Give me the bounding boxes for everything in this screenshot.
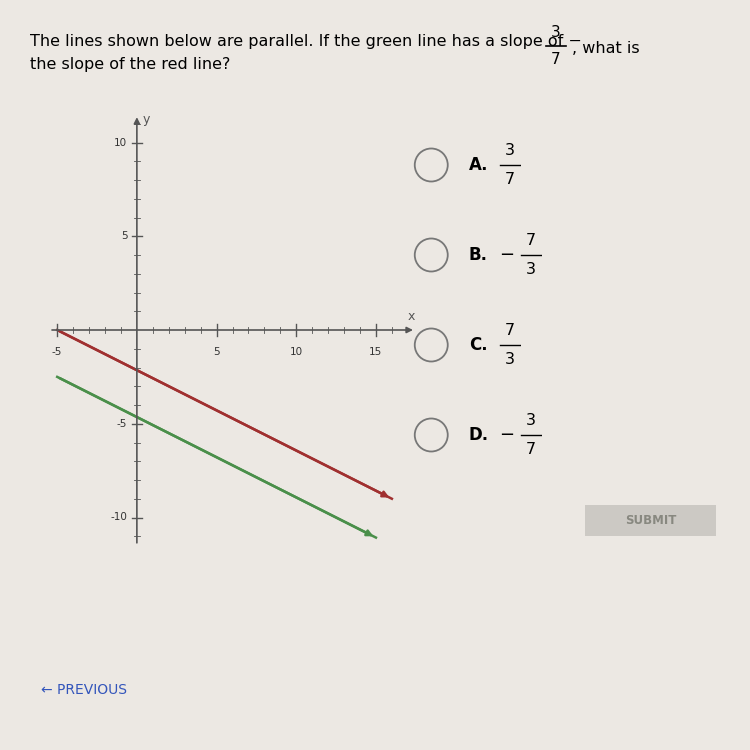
- Text: −: −: [499, 426, 514, 444]
- Text: C.: C.: [469, 336, 488, 354]
- Text: , what is: , what is: [572, 41, 639, 56]
- Text: 5: 5: [213, 346, 220, 357]
- Text: 15: 15: [369, 346, 382, 357]
- Text: 3: 3: [526, 262, 536, 277]
- Text: -5: -5: [52, 346, 62, 357]
- Text: 7: 7: [526, 442, 536, 457]
- Text: B.: B.: [469, 246, 488, 264]
- Text: A.: A.: [469, 156, 488, 174]
- Text: -10: -10: [110, 512, 128, 523]
- Text: D.: D.: [469, 426, 489, 444]
- Text: −: −: [499, 246, 514, 264]
- Text: y: y: [142, 113, 150, 127]
- Text: 10: 10: [290, 346, 303, 357]
- Text: SUBMIT: SUBMIT: [625, 514, 676, 527]
- Text: 3: 3: [526, 413, 536, 428]
- Text: -5: -5: [117, 419, 128, 429]
- Text: The lines shown below are parallel. If the green line has a slope of −: The lines shown below are parallel. If t…: [30, 34, 582, 49]
- Text: 3: 3: [550, 25, 560, 40]
- Text: 7: 7: [551, 52, 560, 67]
- Text: ← PREVIOUS: ← PREVIOUS: [41, 683, 128, 697]
- Text: 7: 7: [505, 323, 515, 338]
- Text: 3: 3: [505, 143, 515, 158]
- Text: 7: 7: [526, 233, 536, 248]
- Text: 5: 5: [121, 231, 128, 242]
- Text: x: x: [407, 310, 415, 322]
- Text: 10: 10: [114, 137, 128, 148]
- Text: 7: 7: [505, 172, 515, 187]
- Text: 3: 3: [505, 352, 515, 367]
- Text: the slope of the red line?: the slope of the red line?: [30, 57, 230, 72]
